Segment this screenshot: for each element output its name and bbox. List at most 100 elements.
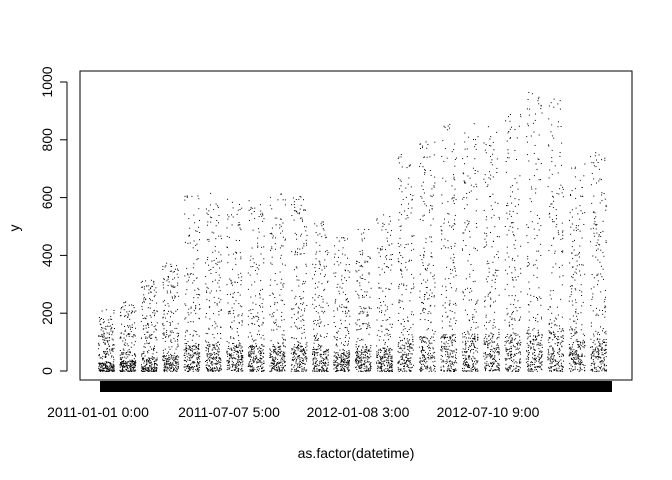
data-point (420, 368, 422, 370)
data-point (402, 357, 404, 359)
data-point (171, 266, 173, 267)
data-point (155, 287, 157, 289)
data-point (250, 359, 251, 361)
data-point (193, 240, 195, 242)
data-point (299, 358, 301, 360)
data-point (178, 295, 180, 297)
data-point (150, 288, 151, 290)
data-point (228, 358, 230, 360)
data-point (145, 280, 147, 282)
data-point (498, 216, 500, 218)
data-point (317, 339, 319, 341)
data-point (258, 346, 260, 348)
data-point (199, 239, 200, 241)
data-point (453, 370, 455, 372)
data-point (405, 196, 407, 198)
data-point (427, 328, 429, 330)
data-point (120, 315, 122, 317)
data-point (279, 349, 281, 351)
data-point (333, 368, 335, 370)
data-point (269, 314, 271, 316)
data-point (390, 358, 392, 359)
data-point (475, 311, 477, 313)
data-point (174, 295, 176, 297)
data-point (126, 335, 128, 337)
data-point (326, 249, 328, 251)
data-point (406, 356, 408, 358)
data-point (263, 363, 265, 364)
data-point (403, 368, 405, 370)
data-point (493, 275, 495, 277)
data-point (411, 199, 413, 201)
data-point (239, 252, 241, 254)
data-point (313, 342, 315, 344)
data-point (312, 297, 314, 299)
data-point (381, 365, 383, 367)
data-point (384, 360, 386, 362)
data-point (454, 267, 456, 269)
data-point (257, 366, 259, 368)
data-point (432, 264, 434, 266)
data-point (216, 345, 218, 347)
data-point (444, 278, 446, 280)
data-point (474, 339, 476, 341)
data-point (454, 368, 456, 370)
data-point (388, 370, 389, 372)
data-point (464, 148, 466, 150)
data-point (356, 355, 357, 357)
data-point (149, 298, 151, 300)
data-point (212, 334, 214, 335)
data-point (333, 355, 335, 357)
data-point (284, 361, 286, 363)
data-point (184, 343, 186, 345)
data-point (312, 351, 314, 353)
data-point (256, 273, 258, 275)
data-point (473, 365, 475, 367)
data-point (280, 225, 282, 227)
data-point (366, 294, 367, 296)
data-point (365, 357, 367, 359)
data-point (368, 357, 370, 359)
data-point (467, 366, 469, 368)
data-point (206, 364, 208, 366)
data-point (346, 362, 348, 364)
data-point (239, 305, 241, 307)
data-point (162, 317, 164, 319)
data-point (285, 365, 286, 367)
data-point (389, 323, 391, 325)
data-point (314, 223, 316, 225)
data-point (344, 336, 346, 338)
data-point (412, 195, 414, 197)
data-point (106, 370, 108, 372)
data-point (319, 322, 321, 324)
data-point (451, 361, 453, 363)
data-point (177, 369, 178, 371)
data-point (362, 351, 364, 353)
data-point (342, 237, 344, 239)
data-point (304, 357, 306, 359)
data-point (440, 368, 442, 370)
data-point (148, 285, 150, 287)
data-point (477, 351, 479, 353)
data-point (327, 359, 329, 361)
data-point (232, 207, 234, 209)
data-point (172, 363, 174, 365)
data-point (151, 334, 152, 336)
data-point (258, 361, 260, 363)
data-point (316, 360, 318, 362)
data-point (449, 302, 451, 304)
data-point (305, 370, 307, 372)
data-point (384, 347, 386, 349)
data-point (108, 340, 110, 341)
data-point (406, 331, 408, 332)
data-point (398, 287, 400, 289)
data-point (299, 253, 301, 255)
data-point (166, 262, 168, 264)
data-point (472, 338, 474, 339)
data-point (174, 340, 176, 342)
data-point (282, 337, 284, 339)
data-point (166, 330, 168, 332)
data-point (163, 287, 165, 289)
data-point (236, 252, 237, 254)
data-point (148, 361, 150, 362)
